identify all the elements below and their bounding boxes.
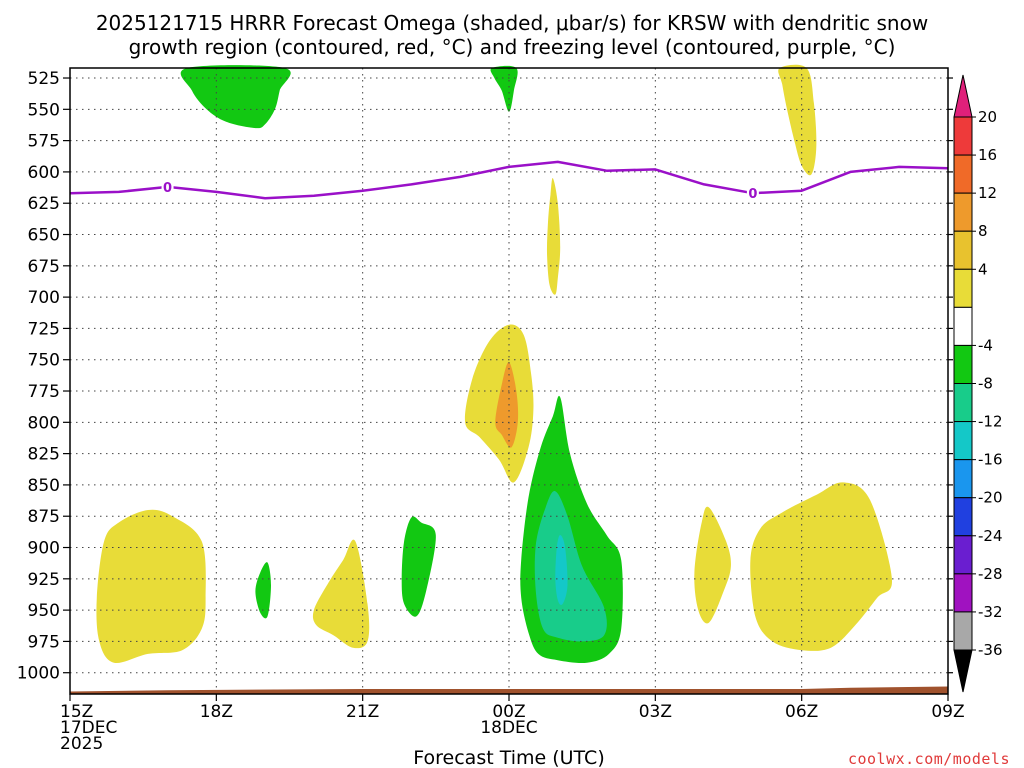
y-tick-label: 1000 (17, 664, 60, 684)
y-tick-label: 750 (28, 351, 60, 371)
colorbar-bin (953, 459, 973, 499)
y-tick-label: 875 (28, 507, 60, 527)
x-tick-label: 15Z (60, 702, 93, 722)
colorbar-bin (953, 383, 973, 423)
colorbar-bin (953, 535, 973, 575)
y-tick-label: 650 (28, 226, 60, 246)
omega-region-yellow-right-small (694, 506, 731, 624)
colorbar-label: -32 (978, 603, 1003, 621)
omega-region-yellow-top-right (778, 64, 817, 176)
y-tick-label: 550 (28, 100, 60, 120)
colorbar-label: -28 (978, 565, 1003, 583)
y-tick-label: 800 (28, 413, 60, 433)
terrain (70, 686, 948, 694)
colorbar-bin (953, 154, 973, 194)
x-tick-label: 09Z (931, 702, 964, 722)
chart-title-line2: growth region (contoured, red, °C) and f… (129, 35, 896, 59)
credit-text: coolwx.com/models (848, 750, 1010, 768)
x-tick-label: 2025 (60, 734, 103, 754)
colorbar-legend: 20 16 12 8 4 -4 -8 -12 -16 -20 -24 -28 -32 -36 (953, 74, 1003, 693)
colorbar-bin-bottom (953, 649, 973, 693)
colorbar-label: 4 (978, 260, 988, 278)
omega-region-orange-mid (495, 362, 519, 448)
colorbar-bin (953, 306, 973, 346)
colorbar-label: -8 (978, 375, 993, 393)
omega-region-green-mid-small (401, 516, 436, 617)
freezing-level-label-bg (161, 177, 174, 196)
omega-shading (96, 64, 893, 664)
freezing-level-label: 0 (163, 181, 172, 196)
omega-region-teal-main (534, 491, 607, 642)
y-tick-label: 575 (28, 132, 60, 152)
colorbar-bin (953, 573, 973, 613)
y-tick-label: 950 (28, 601, 60, 621)
x-tick-label: 17DEC (60, 718, 117, 738)
colorbar-label: -20 (978, 489, 1003, 507)
colorbar-bin (953, 268, 973, 308)
x-tick-label: 18Z (200, 702, 233, 722)
omega-region-yellow-left (96, 509, 206, 664)
colorbar-bin (953, 230, 973, 270)
x-tick-label: 00Z (492, 702, 525, 722)
colorbar-bin (953, 344, 973, 384)
colorbar-bin (953, 611, 973, 651)
colorbar-bin-top (953, 74, 973, 118)
y-tick-label: 725 (28, 319, 60, 339)
colorbar-label: -16 (978, 451, 1003, 469)
omega-region-yellow-right (750, 482, 893, 651)
terrain-fill (70, 686, 948, 694)
y-tick-label: 850 (28, 476, 60, 496)
colorbar-label: 12 (978, 184, 997, 202)
y-tick-label: 625 (28, 194, 60, 214)
y-tick-label: 525 (28, 69, 60, 89)
freezing-level-label-bg (746, 184, 759, 203)
y-tick-label: 775 (28, 382, 60, 402)
omega-region-green-top-2 (490, 65, 518, 112)
colorbar-label: 20 (978, 108, 997, 126)
colorbar-bin (953, 116, 973, 156)
y-tick-label: 700 (28, 288, 60, 308)
colorbar-label: -36 (978, 641, 1003, 659)
y-tick-label: 925 (28, 570, 60, 590)
colorbar-bin (953, 497, 973, 537)
omega-region-yellow-left-mid (312, 539, 370, 649)
y-tick-label: 900 (28, 539, 60, 559)
freezing-level-line (69, 160, 949, 200)
y-tick-label: 825 (28, 445, 60, 465)
omega-region-cyan-main (555, 535, 568, 605)
chart-title-line1: 2025121715 HRRR Forecast Omega (shaded, … (96, 11, 928, 35)
y-tick-label: 975 (28, 632, 60, 652)
y-tick-label: 675 (28, 257, 60, 277)
x-tick-label: 06Z (785, 702, 818, 722)
y-tick-label: 600 (28, 163, 60, 183)
colorbar-label: -12 (978, 413, 1003, 431)
colorbar-label: 16 (978, 146, 997, 164)
omega-region-green-top-1 (180, 65, 291, 129)
x-tick-label: 21Z (346, 702, 379, 722)
colorbar-bin (953, 192, 973, 232)
colorbar-label: -4 (978, 336, 993, 354)
colorbar-label: 8 (978, 222, 988, 240)
colorbar-bin (953, 421, 973, 461)
colorbar-label: -24 (978, 527, 1003, 545)
x-tick-label: 18DEC (480, 718, 537, 738)
omega-region-green-tiny (255, 562, 271, 619)
x-axis-label: Forecast Time (UTC) (413, 747, 604, 768)
grid (70, 68, 948, 694)
y-axis: 525 550 575 600 625 650 675 700 725 750 775 800 825 8… (17, 69, 953, 684)
x-tick-label: 03Z (639, 702, 672, 722)
freezing-level-label: 0 (748, 187, 757, 202)
